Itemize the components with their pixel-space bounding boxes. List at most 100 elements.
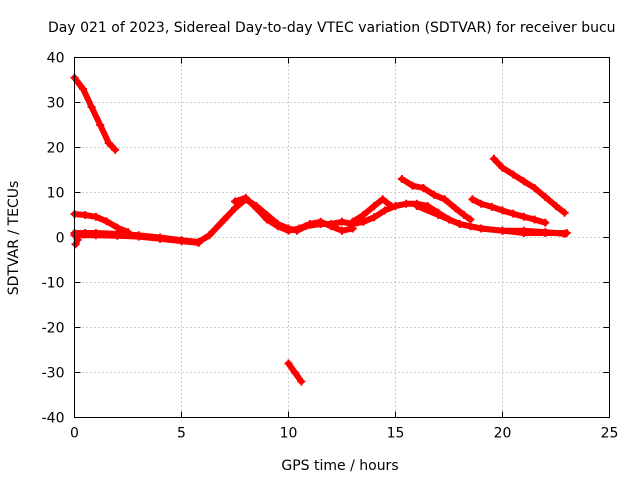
- series-arc-start-dip: [71, 235, 82, 249]
- data-point: [348, 224, 357, 233]
- series-arc-late-low: [412, 202, 569, 238]
- data-point: [87, 103, 96, 111]
- series-band: [71, 74, 119, 153]
- plot-frame: [74, 57, 610, 418]
- data-point: [295, 224, 304, 233]
- data-point: [71, 240, 80, 249]
- data-point: [419, 184, 428, 192]
- data-point: [338, 226, 346, 235]
- data-series: [70, 73, 571, 386]
- series-band: [490, 155, 568, 216]
- data-point: [370, 202, 379, 210]
- tick-marks: 0 5 10 15 20 25 -40 -30 -20 -10 0 10 20 30 40: [42, 51, 619, 442]
- data-point: [541, 218, 550, 227]
- data-point: [79, 85, 88, 93]
- data-point: [509, 170, 518, 179]
- y-tick-label: -30: [42, 366, 65, 382]
- x-axis-label: GPS time / hours: [281, 458, 398, 474]
- data-point: [111, 145, 120, 154]
- data-point: [273, 222, 282, 231]
- data-point: [459, 211, 468, 219]
- y-axis-label: SDTVAR / TECUs: [6, 181, 22, 296]
- x-tick-label: 0: [70, 426, 79, 442]
- series-arc-secondary-day: [70, 231, 203, 247]
- data-point: [402, 199, 411, 208]
- data-point: [194, 238, 203, 247]
- data-point: [81, 211, 90, 219]
- data-point: [305, 220, 314, 228]
- y-tick-label: 10: [47, 186, 65, 202]
- data-point: [252, 204, 261, 213]
- series-band: [71, 211, 131, 236]
- series-arc-evening-bump: [348, 195, 396, 226]
- x-tick-label: 15: [387, 426, 405, 442]
- data-point: [91, 212, 100, 221]
- data-point: [370, 213, 379, 222]
- data-point: [434, 211, 443, 219]
- data-point: [530, 184, 539, 192]
- data-point: [338, 217, 346, 226]
- data-point: [359, 211, 368, 219]
- data-point: [387, 202, 396, 210]
- data-point: [177, 237, 186, 246]
- data-point: [102, 217, 111, 226]
- data-point: [408, 181, 417, 190]
- data-point: [440, 195, 449, 204]
- series-arc-early-descending: [70, 73, 120, 154]
- data-point: [489, 154, 498, 163]
- data-point: [378, 195, 387, 204]
- data-point: [541, 193, 550, 201]
- data-point: [451, 204, 460, 213]
- data-point: [113, 231, 122, 240]
- data-point: [541, 228, 550, 237]
- data-point: [519, 212, 528, 221]
- data-point: [297, 377, 306, 386]
- data-point: [519, 226, 528, 235]
- y-tick-label: 40: [47, 51, 65, 67]
- data-point: [104, 139, 113, 147]
- data-point: [468, 195, 477, 204]
- chart-title: Day 021 of 2023, Sidereal Day-to-day VTE…: [48, 20, 616, 36]
- x-tick-label: 25: [601, 426, 619, 442]
- series-arc-18-22: [468, 195, 550, 227]
- data-point: [552, 202, 560, 210]
- data-point: [231, 197, 239, 206]
- data-point: [327, 222, 336, 231]
- y-tick-label: 30: [47, 96, 65, 112]
- data-point: [466, 215, 475, 224]
- data-point: [519, 177, 528, 186]
- data-point: [498, 163, 507, 172]
- data-point: [156, 234, 165, 243]
- data-point: [316, 217, 325, 226]
- x-tick-label: 10: [280, 426, 298, 442]
- series-arc-19-23: [489, 154, 569, 217]
- data-point: [412, 202, 421, 210]
- data-point: [241, 193, 250, 202]
- data-point: [397, 175, 406, 183]
- y-tick-label: 0: [56, 231, 65, 247]
- data-point: [477, 224, 486, 233]
- data-point: [430, 190, 439, 199]
- data-point: [284, 226, 293, 235]
- data-point: [530, 215, 539, 224]
- y-tick-label: -10: [42, 276, 65, 292]
- data-point: [284, 359, 293, 368]
- series-arc-15-18: [397, 175, 475, 224]
- x-tick-label: 20: [494, 426, 512, 442]
- data-point: [560, 229, 569, 238]
- series-arc-mid-wave: [231, 193, 357, 235]
- data-point: [498, 226, 507, 235]
- data-point: [205, 231, 214, 240]
- data-point: [263, 215, 272, 224]
- data-point: [498, 206, 507, 215]
- data-point: [231, 204, 239, 213]
- data-point: [477, 199, 486, 208]
- data-point: [96, 121, 105, 129]
- data-point: [509, 209, 518, 218]
- series-arc-negative-short: [284, 359, 306, 386]
- data-point: [359, 217, 368, 226]
- data-point: [380, 206, 389, 215]
- y-tick-label: 20: [47, 141, 65, 157]
- data-point: [487, 202, 496, 211]
